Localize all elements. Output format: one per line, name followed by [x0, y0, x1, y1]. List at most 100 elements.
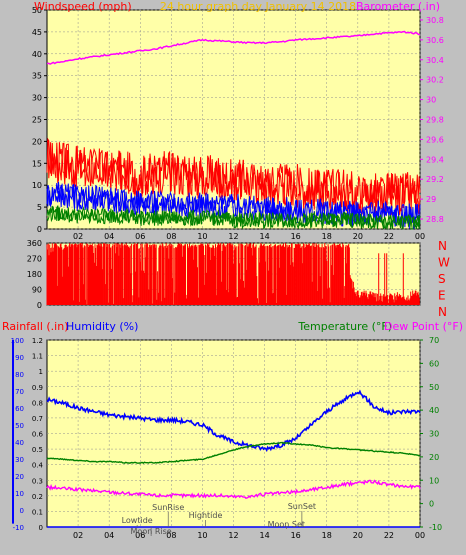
humidity-tick-label: 60: [15, 405, 24, 413]
barometer-line: [46, 30, 421, 65]
y2-tick-label: 28.8: [426, 215, 444, 224]
y-tick-label: 40: [32, 50, 42, 59]
x-tick-label: 08: [166, 232, 176, 241]
y-tick-label: 50: [32, 6, 42, 15]
x-tick-label: 12: [228, 531, 238, 540]
x-tick-label: 16: [291, 531, 301, 540]
y-tick-label: 20: [32, 137, 42, 146]
temp-tick-label: 30: [429, 430, 439, 439]
y2-tick-label: 29.6: [426, 135, 444, 144]
chart-title: 24 hour graph day January 14 2018: [160, 0, 356, 13]
rain-tick-label: 0.3: [32, 477, 43, 485]
humidity-tick-label: 10: [15, 490, 24, 498]
humidity-tick-label: 90: [15, 354, 24, 362]
y2-tick-label: 29: [426, 195, 436, 204]
rain-tick-label: 0.2: [32, 493, 43, 501]
humidity-tick-label: 70: [15, 388, 24, 396]
temperature-line: [46, 441, 421, 464]
y2-tick-label: 29.2: [426, 175, 444, 184]
humidity-tick-label: 30: [15, 456, 24, 464]
humidity-line: [46, 389, 421, 453]
humidity-tick-label: 100: [11, 337, 24, 345]
tide-sun-moon-annotations: Lowtide Moon Rise SunRise Hightide SunSet Moo…: [122, 502, 316, 536]
x-tick-label: 18: [322, 531, 332, 540]
x-tick-label: 04: [104, 531, 114, 540]
y-tick-label: 0: [37, 225, 42, 234]
y2-tick-label: 30.4: [426, 56, 444, 65]
temp-tick-label: 40: [429, 406, 439, 415]
humidity-tick-label: 50: [15, 422, 24, 430]
x-tick-label: 22: [384, 232, 394, 241]
temperature-axis-title: Temperature (°F): [297, 320, 392, 333]
x-tick-label: 10: [197, 531, 207, 540]
average-line: [46, 184, 421, 229]
annotation-label: SunSet: [288, 502, 316, 511]
humidity-tick-label: 40: [15, 439, 24, 447]
temp-tick-label: 60: [429, 359, 439, 368]
rain-tick-label: 0.8: [32, 399, 43, 407]
barometer-axis-title: Barometer (.in): [356, 0, 440, 13]
x-tick-label: 22: [384, 531, 394, 540]
x-tick-label: 02: [73, 531, 83, 540]
x-tick-label: 10: [197, 232, 207, 241]
x-tick-label: 08: [166, 531, 176, 540]
humidity-tick-label: 80: [15, 371, 24, 379]
rain-tick-label: 1: [39, 368, 43, 376]
temp-tick-label: 0: [429, 500, 434, 509]
y2-tick-label: 30.6: [426, 36, 444, 45]
humidity-axis-title: Humidity (%): [66, 320, 138, 333]
annotation-label: Lowtide: [122, 516, 153, 525]
humidity-tick-label: -10: [13, 524, 24, 532]
rain-tick-label: 0.9: [32, 384, 43, 392]
y-tick-label: 30: [32, 94, 42, 103]
y2-tick-label: 29.4: [426, 155, 444, 164]
x-tick-label: 16: [291, 232, 301, 241]
temp-tick-label: -10: [429, 523, 442, 532]
y2-tick-label: 30: [426, 96, 436, 105]
temp-tick-label: 10: [429, 476, 439, 485]
y2-tick-label: 29.8: [426, 116, 444, 125]
x-tick-label: 00: [415, 531, 425, 540]
x-tick-label: 06: [135, 232, 145, 241]
compass-label: S: [438, 272, 446, 286]
y-tick-label: 35: [32, 72, 42, 81]
compass-label: N: [438, 239, 447, 253]
x-tick-label: 20: [353, 531, 363, 540]
average-line: [46, 181, 421, 230]
dewpoint-line: [46, 479, 421, 499]
windspeed-axis-title: Windspeed (mph): [34, 0, 132, 13]
direction-series: [46, 243, 420, 305]
temp-hum-x-axis: 02 04 06 08 10 12 14 16 18 20 22 00: [73, 531, 425, 540]
y-tick-label: 25: [32, 116, 42, 125]
y-tick-label: 270: [27, 255, 42, 264]
wind-baro-x-axis: 02 04 06 08 10 12 14 16 18 20 22 00: [73, 232, 425, 241]
rainfall-axis-title: Rainfall (.in): [2, 320, 69, 333]
rain-tick-label: 1.1: [32, 353, 43, 361]
y2-tick-label: 30.8: [426, 16, 444, 25]
y-tick-label: 0: [37, 301, 42, 310]
x-tick-label: 00: [415, 232, 425, 241]
rainfall-axis: 0 0.1 0.2 0.3 0.4 0.5 0.6 0.7 0.8 0.9 1 1.1 1.2: [32, 337, 44, 532]
y-tick-label: 10: [32, 181, 42, 190]
rain-tick-label: 0.7: [32, 415, 43, 423]
y-tick-label: 360: [27, 239, 42, 248]
temp-tick-label: 20: [429, 453, 439, 462]
compass-label: N: [438, 305, 447, 319]
compass-label: W: [438, 256, 450, 270]
y-tick-label: 5: [37, 203, 42, 212]
rain-tick-label: 0.5: [32, 446, 43, 454]
annotation-label: Hightide: [189, 511, 223, 520]
x-tick-label: 12: [228, 232, 238, 241]
wind-baro-series: [46, 30, 421, 231]
annotation-label: Moon Rise: [131, 527, 172, 536]
humidity-tick-label: 20: [15, 473, 24, 481]
temperature-axis: -10 0 10 20 30 40 50 60 70: [420, 336, 442, 532]
x-tick-label: 14: [259, 531, 269, 540]
direction-axis: 0 90 180 270 360: [27, 239, 42, 310]
y-tick-label: 45: [32, 28, 42, 37]
rain-tick-label: 0.1: [32, 508, 43, 516]
temp-tick-label: 50: [429, 383, 439, 392]
y2-tick-label: 30.2: [426, 76, 444, 85]
